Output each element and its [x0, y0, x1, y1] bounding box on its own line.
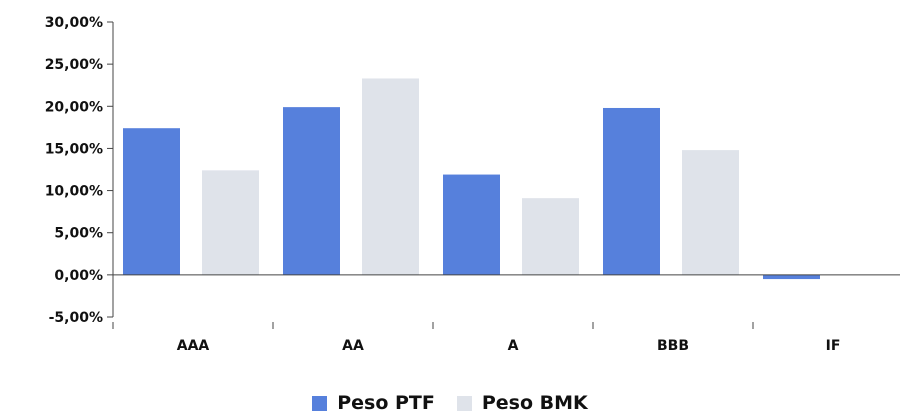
legend-swatch-bmk — [456, 395, 472, 411]
bar-bmk-a[interactable] — [522, 198, 579, 275]
bar-ptf-aa[interactable] — [283, 107, 340, 275]
x-category-label: BBB — [657, 338, 689, 354]
y-tick-label: 15,00% — [45, 141, 103, 157]
bar-ptf-bbb[interactable] — [603, 107, 660, 275]
y-tick-label: 20,00% — [45, 99, 103, 115]
bar-bmk-aa[interactable] — [362, 78, 419, 275]
x-category-label: A — [508, 338, 519, 354]
y-tick-label: -5,00% — [49, 310, 103, 326]
x-category-label: IF — [826, 338, 841, 354]
bars — [123, 78, 820, 280]
legend-label-ptf: Peso PTF — [337, 392, 435, 414]
bar-ptf-aaa[interactable] — [123, 128, 180, 275]
x-axis: AAA AA A BBB IF — [112, 274, 900, 354]
y-tick-label: 10,00% — [45, 184, 103, 200]
legend-label-bmk: Peso BMK — [481, 392, 588, 414]
y-tick-label: 0,00% — [54, 268, 103, 284]
bar-ptf-a[interactable] — [443, 174, 500, 275]
y-tick-label: 25,00% — [45, 57, 103, 73]
y-tick-label: 5,00% — [54, 226, 103, 242]
x-category-label: AAA — [177, 338, 210, 354]
y-axis: 30,00% 25,00% 20,00% 15,00% 10,00% 5,00% 0,00%… — [45, 15, 114, 326]
y-tick-label: 30,00% — [45, 15, 103, 31]
bar-bmk-bbb[interactable] — [682, 150, 739, 275]
legend-item-ptf[interactable]: Peso PTF — [312, 392, 435, 414]
bar-bmk-aaa[interactable] — [202, 170, 259, 275]
x-category-label: AA — [342, 338, 364, 354]
bar-chart: 30,00% 25,00% 20,00% 15,00% 10,00% 5,00% 0,00%… — [45, 15, 900, 354]
bar-ptf-if[interactable] — [763, 274, 820, 280]
legend-item-bmk[interactable]: Peso BMK — [456, 392, 588, 414]
legend-swatch-ptf — [312, 395, 328, 411]
legend: Peso PTF Peso BMK — [0, 392, 900, 414]
